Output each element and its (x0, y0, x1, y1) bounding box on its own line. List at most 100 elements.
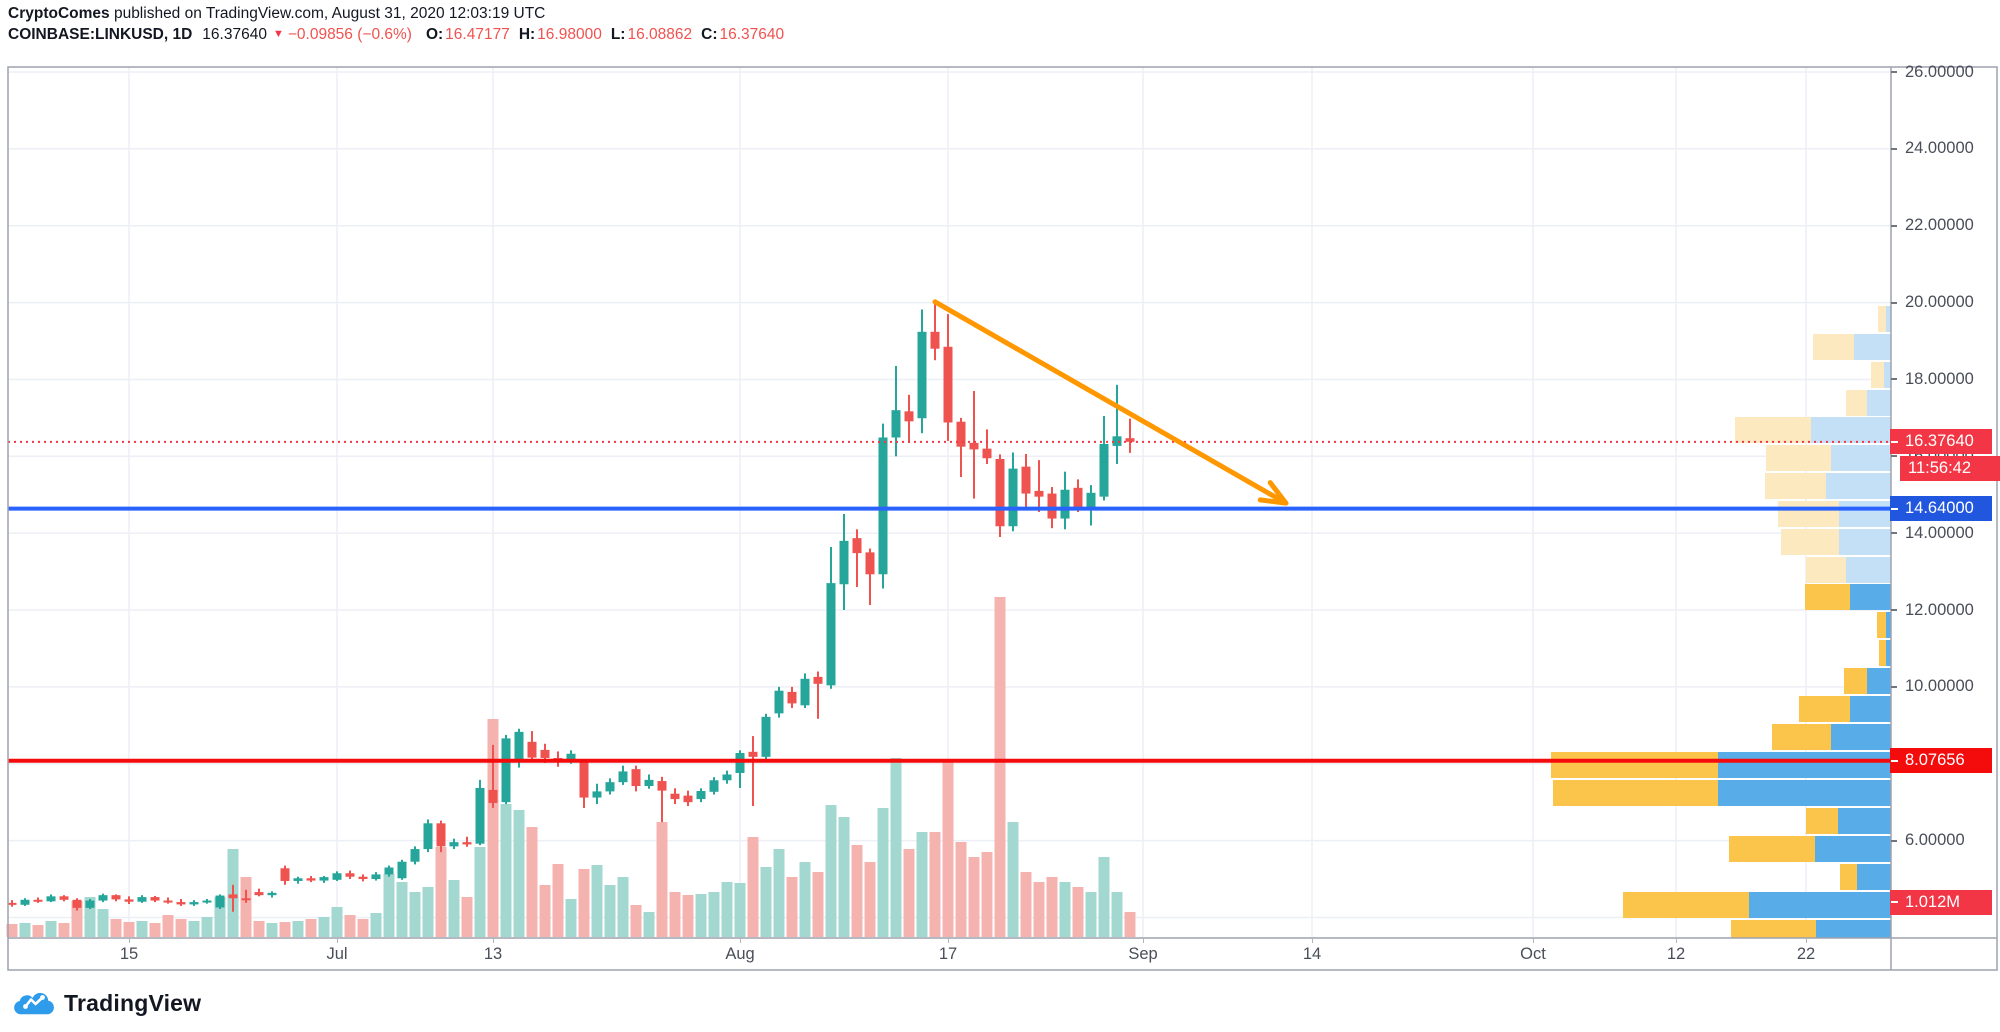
volume-bar (84, 897, 96, 937)
symbol-title[interactable]: COINBASE:LINKUSD, 1D (8, 26, 193, 43)
volume-profile-blue-bar (1850, 584, 1891, 610)
axis-tick (1891, 147, 1897, 150)
axis-tick (1533, 938, 1534, 943)
price-axis-label: 18.00000 (1891, 369, 1998, 389)
candle-body (85, 900, 95, 908)
open-value: 16.47177 (445, 26, 510, 43)
candle-body (995, 458, 1005, 527)
volume-bar (58, 923, 70, 937)
volume-profile-yellow-bar (1871, 362, 1884, 388)
candle-body (865, 552, 875, 575)
volume-profile-blue-bar (1857, 864, 1891, 890)
candle-body (267, 892, 277, 896)
volume-bar (71, 901, 83, 937)
candle-body (917, 331, 927, 419)
badge-tick (1891, 440, 1898, 443)
volume-bar (604, 885, 616, 937)
volume-bar (240, 877, 252, 937)
candle-body (163, 900, 173, 903)
candle-body (254, 892, 264, 896)
published-text: published on TradingView.com, August 31,… (109, 5, 546, 22)
low-label: L: (610, 26, 626, 43)
candle-body (124, 899, 134, 902)
volume-profile-yellow-bar (1623, 892, 1749, 918)
low-value: 16.08862 (627, 26, 693, 43)
volume-profile-blue-bar (1867, 390, 1891, 416)
volume-bar (903, 849, 915, 937)
candle-body (397, 861, 407, 879)
volume-bar (968, 857, 980, 937)
candle-body (527, 741, 537, 758)
volume-bar (1059, 882, 1071, 937)
volume-profile-blue-bar (1831, 445, 1891, 471)
tradingview-attribution[interactable]: TradingView (14, 988, 201, 1018)
volume-bar (383, 874, 395, 937)
axis-tick (1676, 938, 1677, 943)
volume-profile-blue-bar (1884, 362, 1891, 388)
candle-body (1073, 487, 1083, 511)
volume-bar (318, 917, 330, 937)
candle-body (1086, 492, 1096, 511)
volume-bar (45, 921, 57, 937)
candle-wick (934, 300, 936, 361)
volume-bar (617, 877, 629, 937)
volume-profile-blue-bar (1886, 640, 1891, 666)
volume-bar (851, 845, 863, 937)
candle-body (1060, 489, 1070, 519)
volume-bar (682, 895, 694, 937)
axis-tick (493, 938, 494, 943)
volume-profile-yellow-bar (1766, 445, 1831, 471)
time-axis-label: Jul (326, 945, 348, 963)
volume-profile-yellow-bar (1877, 612, 1886, 638)
time-axis-label: 14 (1302, 945, 1322, 963)
badge-tick (1891, 759, 1898, 762)
volume-bar (331, 907, 343, 937)
trend-arrow-head (1257, 480, 1289, 506)
volume-profile-yellow-bar (1765, 473, 1826, 499)
red-level-value: 8.07656 (1905, 751, 1965, 770)
volume-profile-yellow-bar (1729, 836, 1815, 862)
volume-bar (760, 867, 772, 937)
candle-body (631, 769, 641, 787)
candle-wick (492, 744, 494, 808)
time-axis-label: 15 (119, 945, 139, 963)
axis-tick (1891, 685, 1897, 688)
candle-wick (466, 836, 468, 847)
price-axis-label: 20.00000 (1891, 293, 1998, 313)
volume-bar (669, 892, 681, 937)
candle-body (696, 791, 706, 800)
axis-tick (1891, 301, 1897, 304)
axis-tick (337, 938, 338, 943)
volume-profile-blue-bar (1854, 334, 1891, 360)
candle-body (683, 795, 693, 803)
volume-bar (721, 882, 733, 937)
candle-body (852, 538, 862, 554)
axis-tick (948, 938, 949, 943)
volume-bar (838, 817, 850, 937)
volume-bar (773, 849, 785, 937)
candle-body (1021, 466, 1031, 494)
chart-frame (7, 66, 1998, 971)
candle-body (839, 540, 849, 585)
candle-body (319, 877, 329, 881)
support-level-badge-red: 8.07656 (1890, 748, 1992, 774)
volume-bar (929, 832, 941, 937)
candle-wick (1129, 418, 1131, 453)
last-price-badge-value: 16.37640 (1905, 432, 1974, 451)
candle-body (748, 751, 758, 757)
candle-body (735, 752, 745, 773)
volume-bar (877, 808, 889, 937)
volume-bar (214, 897, 226, 937)
volume-bar (864, 862, 876, 937)
volume-bar (344, 915, 356, 937)
last-price-value: 16.37640 (202, 26, 267, 43)
candle-body (7, 902, 17, 905)
candle-body (1112, 436, 1122, 446)
time-axis-label: 12 (1666, 945, 1686, 963)
down-triangle-icon: ▼ (272, 28, 284, 40)
time-axis-label: Sep (1128, 945, 1158, 963)
volume-bar (656, 822, 668, 937)
volume-bar (409, 892, 421, 937)
volume-bar (279, 922, 291, 937)
